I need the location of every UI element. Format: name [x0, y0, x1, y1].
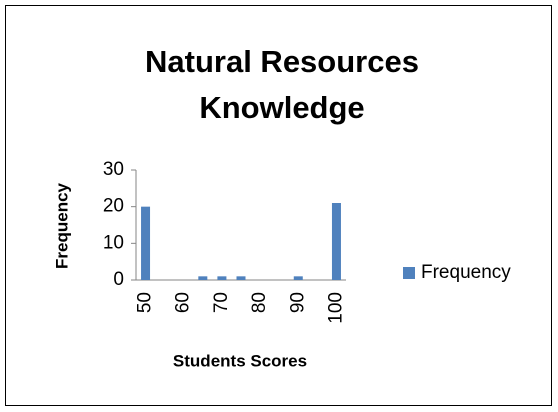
bar	[331, 203, 341, 280]
legend-swatch	[403, 267, 415, 279]
chart-title: Knowledge	[199, 90, 364, 125]
y-axis-title: Frequency	[52, 182, 71, 269]
chart-border	[5, 5, 552, 406]
bar	[141, 206, 151, 280]
y-tick-label: 30	[103, 159, 124, 180]
legend-label: Frequency	[421, 262, 511, 283]
x-axis-title: Students Scores	[173, 351, 307, 370]
x-tick-label: 50	[135, 292, 156, 313]
x-tick-label: 80	[249, 292, 270, 313]
chart-title: Natural Resources	[145, 44, 419, 79]
bar	[217, 276, 227, 280]
x-tick-label: 70	[211, 292, 232, 313]
bar	[198, 276, 208, 280]
x-tick-label: 100	[325, 292, 346, 324]
y-tick-label: 10	[103, 232, 124, 253]
bar	[293, 276, 303, 280]
x-tick-label: 60	[173, 292, 194, 313]
x-tick-label: 90	[287, 292, 308, 313]
bar	[236, 276, 246, 280]
y-tick-label: 20	[103, 196, 124, 217]
y-tick-label: 0	[113, 269, 124, 290]
